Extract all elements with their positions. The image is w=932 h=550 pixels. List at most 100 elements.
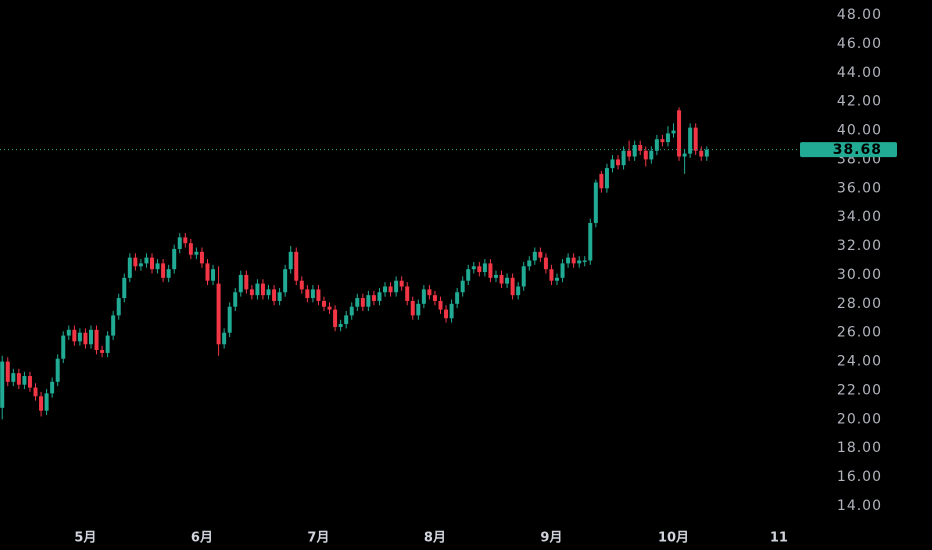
candle-body	[527, 260, 532, 267]
candle-body	[105, 335, 110, 353]
candle-body	[238, 274, 243, 293]
y-tick-label: 16.00	[837, 469, 882, 485]
candle-body	[5, 361, 10, 382]
candle-body	[383, 286, 388, 293]
candle-body	[327, 306, 332, 310]
candle-body	[83, 332, 88, 345]
candle-body	[55, 358, 60, 382]
candle-body	[321, 300, 326, 307]
y-tick-label: 32.00	[837, 238, 882, 254]
candle-body	[150, 257, 155, 270]
candle-body	[255, 283, 260, 296]
candle-body	[283, 269, 288, 293]
candle-body	[366, 295, 371, 307]
candle-body	[16, 373, 21, 385]
candle-body	[44, 393, 49, 411]
candle-body	[138, 263, 143, 267]
candle-body	[560, 263, 565, 278]
candle-body	[244, 274, 249, 290]
candle-body	[50, 381, 55, 394]
candle-body	[488, 263, 493, 278]
candle-body	[671, 130, 676, 134]
candle-body	[516, 286, 521, 296]
candle-body	[577, 260, 582, 264]
candle-body	[593, 182, 598, 223]
candle-body	[122, 277, 127, 299]
candle-body	[632, 144, 637, 157]
candle-body	[266, 289, 271, 296]
candle-body	[505, 277, 510, 284]
candle-body	[643, 150, 648, 160]
candle-body	[410, 300, 415, 316]
candle-body	[371, 295, 376, 301]
candle-body	[355, 298, 360, 307]
candle-body	[100, 350, 105, 353]
candle-body	[521, 266, 526, 287]
y-tick-label: 44.00	[837, 65, 882, 81]
candle-body	[477, 266, 482, 273]
candle-body	[444, 309, 449, 319]
x-tick-label: 5月	[74, 531, 96, 546]
candle-body	[227, 306, 232, 333]
candle-body	[682, 153, 687, 157]
candle-body	[460, 280, 465, 293]
candle-body	[704, 149, 709, 157]
candle-body	[349, 306, 354, 316]
candle-body	[72, 329, 77, 342]
last-price-box	[800, 142, 897, 158]
candle-body	[338, 324, 343, 327]
x-tick-label: 9月	[540, 531, 562, 546]
candle-body	[188, 243, 193, 255]
candle-body	[249, 289, 254, 296]
candle-body	[294, 251, 299, 281]
candle-body	[555, 277, 560, 281]
candle-body	[654, 139, 659, 151]
y-tick-label: 42.00	[837, 94, 882, 110]
candle-body	[272, 289, 277, 301]
candle-body	[61, 335, 66, 359]
x-tick-label: 8月	[424, 531, 446, 546]
candle-body	[222, 332, 227, 345]
candle-body	[510, 277, 515, 296]
candle-body	[260, 283, 265, 296]
candle-body	[172, 248, 177, 270]
candle-body	[455, 292, 460, 304]
candle-body	[388, 286, 393, 293]
candle-body	[688, 127, 693, 154]
candle-body	[211, 269, 216, 281]
candle-body	[183, 237, 188, 244]
y-tick-label: 14.00	[837, 498, 882, 514]
candle-body	[310, 289, 315, 299]
candle-body	[665, 133, 670, 143]
candle-body	[499, 274, 504, 284]
y-tick-label: 40.00	[837, 123, 882, 139]
candle-body	[299, 280, 304, 290]
candle-body	[621, 150, 626, 166]
candle-body	[693, 127, 698, 151]
candle-body	[421, 289, 426, 304]
candle-body	[543, 257, 548, 270]
candle-body	[39, 396, 44, 411]
candle-body	[233, 292, 238, 307]
x-tick-label: 6月	[191, 531, 213, 546]
candle-body	[394, 280, 399, 293]
candle-body	[305, 289, 310, 299]
candle-body	[538, 251, 543, 258]
candle-body	[0, 361, 5, 408]
candle-body	[333, 309, 338, 327]
candle-body	[277, 292, 282, 301]
candle-body	[588, 222, 593, 261]
candle-body	[604, 168, 609, 189]
y-tick-label: 26.00	[837, 325, 882, 341]
candle-body	[571, 257, 576, 264]
candle-body	[199, 251, 204, 264]
candle-body	[377, 292, 382, 301]
candle-body	[77, 332, 82, 342]
candle-body	[194, 251, 199, 255]
candle-body	[22, 376, 27, 385]
candle-body	[438, 300, 443, 310]
y-tick-label: 24.00	[837, 354, 882, 370]
candle-body	[216, 283, 221, 345]
